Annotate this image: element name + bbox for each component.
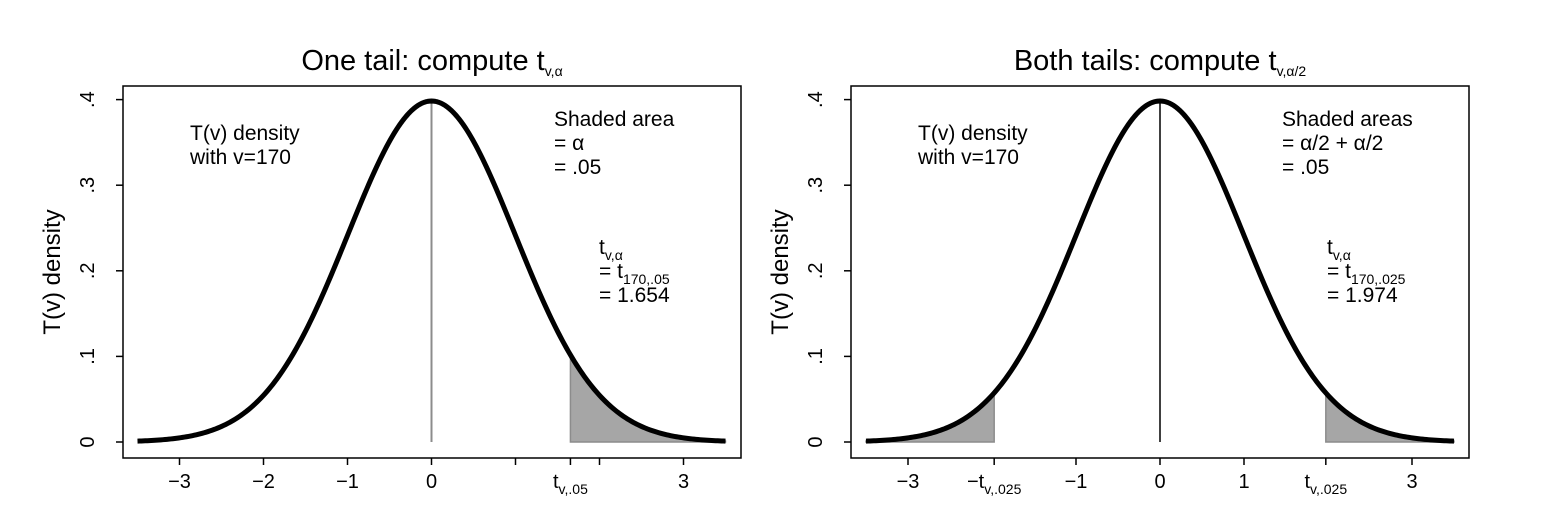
- x-tick-label: 1: [1238, 471, 1249, 493]
- critical-value-number: = 1.654: [599, 284, 670, 307]
- x-tick-label: −1: [1065, 471, 1088, 493]
- y-tick-label: .3: [805, 177, 827, 194]
- chart-panel-2: 0 .1 .2 .3 .4 T(v) density −3 −tv,.025 −1 0 1 tv,.0…: [767, 45, 1470, 497]
- shaded-area-annotation: = α/2 + α/2: [1282, 132, 1383, 155]
- density-annotation: with v=170: [189, 146, 291, 169]
- t-density-curve: [136, 98, 727, 444]
- chart-panel-1: 0 .1 .2 .3 .4 T(v) density −3 −2 −1 0 tv,.05 3 One t…: [39, 45, 742, 497]
- y-tick-label: 0: [805, 436, 827, 447]
- critical-value-number: = 1.974: [1327, 284, 1398, 307]
- y-tick-label: .3: [77, 177, 99, 194]
- x-tick-label: 0: [426, 471, 437, 493]
- critical-value-equation: = t170,.05: [599, 260, 670, 287]
- y-tick-label: 0: [77, 436, 99, 447]
- y-tick-label: .4: [77, 91, 99, 108]
- critical-value-equation: = t170,.025: [1327, 260, 1406, 287]
- x-tick-label: tv,.025: [1304, 471, 1347, 497]
- x-tick-label: −tv,.025: [967, 471, 1022, 497]
- x-tick-label: tv,.05: [553, 471, 588, 497]
- x-tick-label: 3: [678, 471, 689, 493]
- x-tick-label: 0: [1154, 471, 1165, 493]
- shaded-area-annotation: = .05: [554, 156, 601, 179]
- shaded-area-annotation: = α: [554, 132, 584, 155]
- x-tick-label: −3: [168, 471, 191, 493]
- critical-value-label: tv,α: [599, 236, 623, 263]
- density-annotation: with v=170: [917, 146, 1019, 169]
- y-axis-label: T(v) density: [39, 209, 66, 334]
- density-annotation: T(v) density: [918, 122, 1028, 145]
- shaded-area-annotation: = .05: [1282, 156, 1329, 179]
- x-tick-label: −2: [252, 471, 275, 493]
- x-tick-label: −3: [897, 471, 920, 493]
- shaded-area-annotation: Shaded area: [554, 108, 675, 131]
- t-density-curve: [865, 98, 1455, 444]
- chart-title: Both tails: compute tv,α/2: [1014, 45, 1307, 79]
- x-tick-label: 3: [1406, 471, 1417, 493]
- y-tick-label: .4: [805, 91, 827, 108]
- chart-title: One tail: compute tv,α: [301, 45, 562, 79]
- shaded-area-annotation: Shaded areas: [1282, 108, 1413, 131]
- y-tick-label: .1: [77, 348, 99, 365]
- y-tick-label: .2: [77, 262, 99, 279]
- y-tick-label: .1: [805, 348, 827, 365]
- density-annotation: T(v) density: [190, 122, 300, 145]
- x-tick-label: −1: [336, 471, 359, 493]
- y-tick-label: .2: [805, 262, 827, 279]
- y-axis-label: T(v) density: [767, 209, 794, 334]
- critical-value-label: tv,α: [1327, 236, 1351, 263]
